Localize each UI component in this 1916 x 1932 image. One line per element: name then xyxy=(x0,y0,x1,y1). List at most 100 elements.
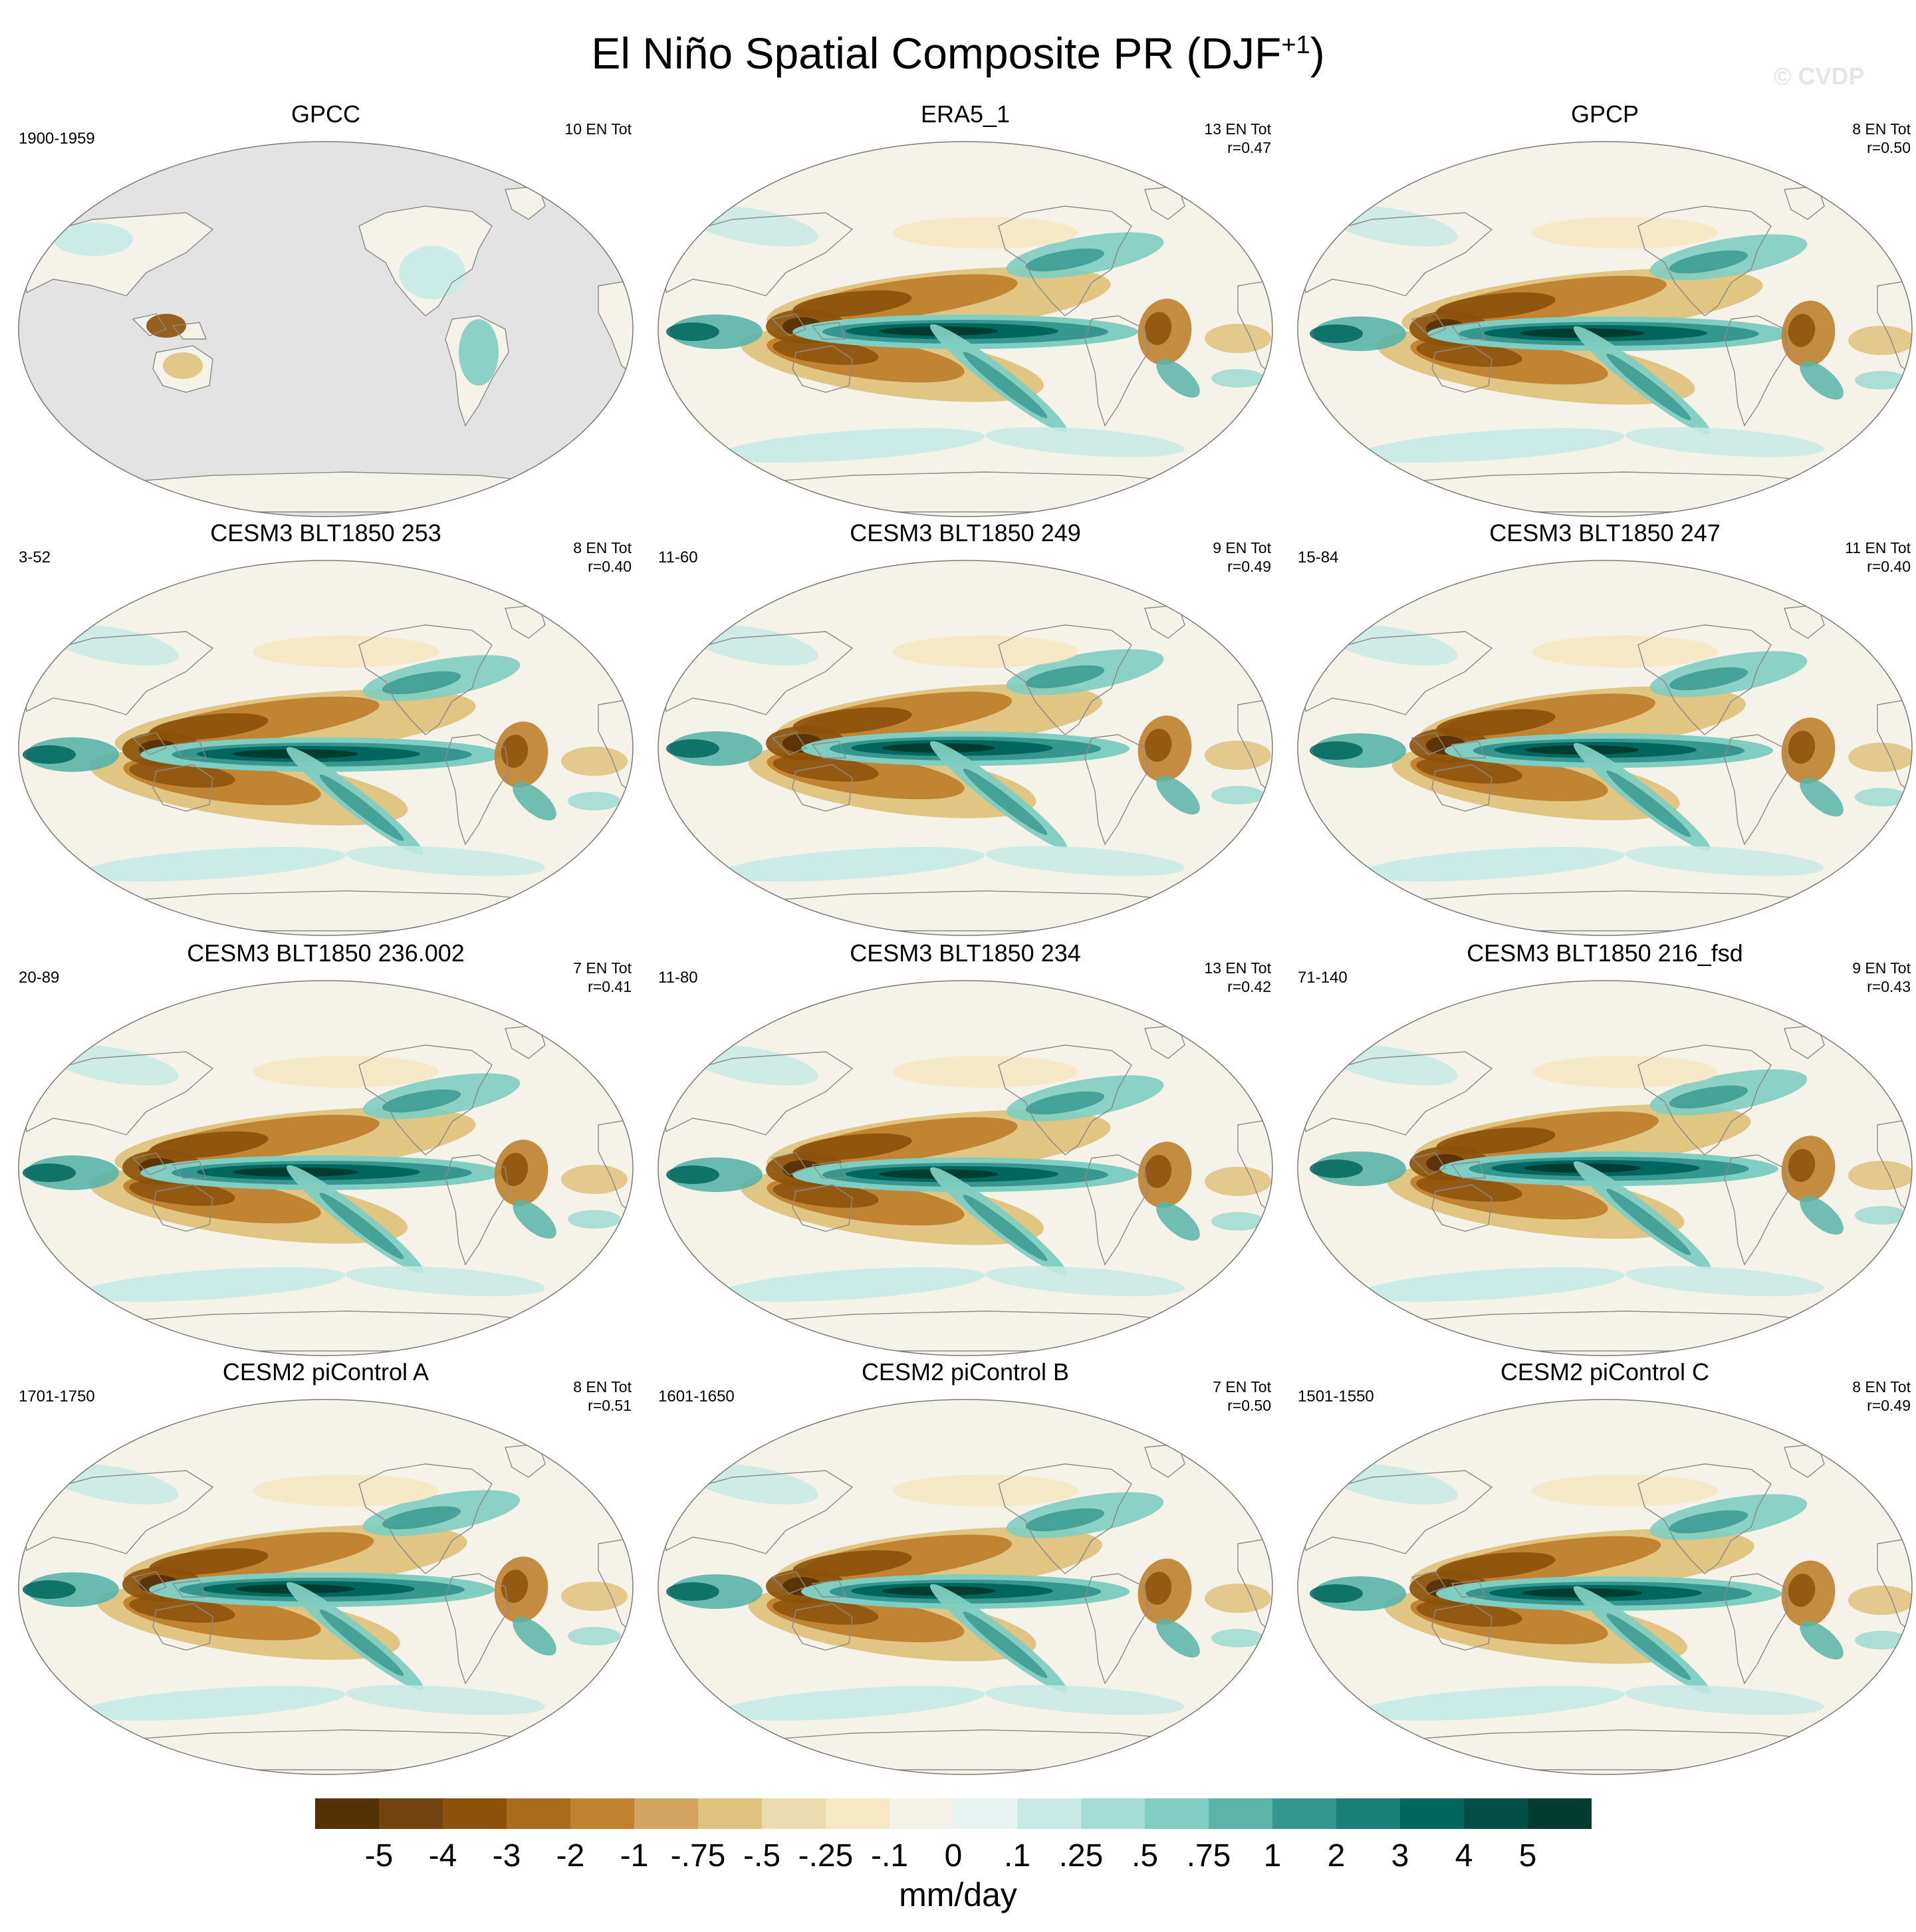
colorbar-segment xyxy=(1017,1798,1082,1829)
anomaly-region xyxy=(1800,777,1844,817)
anomaly-region xyxy=(319,1193,404,1259)
anomaly-region xyxy=(1025,248,1105,272)
anomaly-region xyxy=(985,1685,1185,1715)
panel-title: CESM3 BLT1850 247 xyxy=(1489,519,1721,546)
anomaly-region xyxy=(1359,1267,1625,1302)
colorbar-segment xyxy=(634,1798,699,1829)
panel-stats: 8 EN Tot r=0.51 xyxy=(573,1378,632,1415)
anomaly-region xyxy=(1800,1620,1844,1660)
anomaly-region xyxy=(792,290,912,318)
anomaly-region xyxy=(1436,1552,1556,1580)
anomaly-region xyxy=(1800,360,1844,400)
colorbar-segment xyxy=(443,1798,507,1829)
anomaly-region xyxy=(1025,1091,1105,1115)
map-panel: CESM3 BLT1850 216_fsd 71-140 9 EN Tot r=0.4… xyxy=(1286,939,1916,1358)
anomaly-region xyxy=(1144,1155,1172,1188)
panel-event-count: 8 EN Tot xyxy=(573,1378,632,1395)
panel-period: 15-84 xyxy=(1298,548,1339,566)
panel-title: GPCP xyxy=(1570,100,1639,128)
anomaly-region xyxy=(253,1056,439,1088)
anomaly-region xyxy=(319,1610,404,1676)
anomaly-region xyxy=(1669,250,1748,274)
panel-stats: 9 EN Tot r=0.43 xyxy=(1852,959,1911,996)
anomaly-region xyxy=(773,338,879,365)
colorbar-tick-label: .1 xyxy=(1003,1838,1031,1873)
anomaly-region xyxy=(892,1056,1078,1088)
map-panel: CESM2 piControl B 1601-1650 7 EN Tot r=0.50 xyxy=(646,1358,1284,1776)
anomaly-region xyxy=(1025,1508,1105,1532)
map-panel: ERA5_1 13 EN Tot r=0.47 xyxy=(646,100,1284,519)
anomaly-region xyxy=(149,1548,269,1576)
colorbar-tick-label: .25 xyxy=(1058,1838,1104,1873)
anomaly-region xyxy=(253,636,439,667)
map-boundary xyxy=(658,560,1273,936)
map-panel: CESM3 BLT1850 249 11-60 9 EN Tot r=0.49 xyxy=(646,519,1284,937)
anomaly-region xyxy=(1359,846,1625,882)
anomaly-region xyxy=(892,636,1078,667)
panel-period: 1501-1550 xyxy=(1298,1388,1374,1405)
anomaly-region xyxy=(513,781,556,821)
anomaly-region xyxy=(719,1267,985,1302)
title-superscript: +1 xyxy=(1281,31,1310,59)
anomaly-region xyxy=(346,1685,545,1715)
anomaly-region xyxy=(963,1612,1048,1678)
map-boundary xyxy=(1297,980,1913,1356)
robinson-map xyxy=(658,1399,1273,1775)
panel-event-count: 9 EN Tot xyxy=(1852,959,1911,977)
panel-period: 71-140 xyxy=(1298,969,1348,987)
anomaly-region xyxy=(1855,1631,1908,1649)
cvdp-watermark: © CVDP xyxy=(1774,62,1865,90)
panel-pattern-correlation: r=0.49 xyxy=(1867,1397,1911,1414)
panel-pattern-correlation: r=0.50 xyxy=(1867,139,1911,156)
panel-title: GPCC xyxy=(291,100,360,128)
anomaly-region xyxy=(1848,1586,1912,1615)
map-boundary xyxy=(18,141,634,517)
colorbar-segment xyxy=(698,1798,763,1829)
anomaly-region xyxy=(719,427,985,463)
map-boundary xyxy=(658,980,1273,1356)
panel-stats: 8 EN Tot r=0.49 xyxy=(1852,1378,1911,1415)
anomaly-region xyxy=(1144,729,1172,762)
anomaly-region xyxy=(561,747,628,776)
anomaly-region xyxy=(1416,1600,1522,1627)
robinson-map xyxy=(658,141,1273,517)
anomaly-region xyxy=(1788,314,1816,347)
panel-event-count: 7 EN Tot xyxy=(573,959,632,977)
anomaly-region xyxy=(23,745,76,764)
map-panel: CESM3 BLT1850 253 3-52 8 EN Tot r=0.40 xyxy=(7,519,645,937)
anomaly-region xyxy=(1144,312,1172,345)
colorbar-segment xyxy=(570,1798,635,1829)
colorbar-segment xyxy=(890,1798,954,1829)
ocean-mask xyxy=(19,142,633,517)
panel-pattern-correlation: r=0.42 xyxy=(1227,978,1271,995)
panel-title: ERA5_1 xyxy=(920,100,1011,128)
colorbar-tick-label: .5 xyxy=(1131,1838,1159,1873)
map-panel: CESM3 BLT1850 234 11-80 13 EN Tot r=0.42 xyxy=(646,939,1284,1358)
colorbar-tick-label: 4 xyxy=(1455,1838,1473,1873)
colorbar-tick-label: -2 xyxy=(556,1838,585,1873)
anomaly-region xyxy=(1848,326,1912,355)
anomaly-region xyxy=(792,707,912,735)
anomaly-region xyxy=(892,1475,1078,1507)
anomaly-region xyxy=(1310,741,1363,760)
anomaly-region xyxy=(666,322,719,341)
anomaly-region xyxy=(719,1685,985,1721)
anomaly-region xyxy=(1788,731,1816,764)
panel-title: CESM3 BLT1850 253 xyxy=(210,519,441,546)
panel-stats: 10 EN Tot xyxy=(564,120,632,138)
robinson-map xyxy=(658,560,1273,936)
anomaly-region xyxy=(666,1165,719,1184)
colorbar-tick-label: -5 xyxy=(364,1838,394,1873)
anomaly-region xyxy=(501,1153,529,1186)
anomaly-region xyxy=(1205,1584,1271,1613)
anomaly-region xyxy=(1800,1195,1844,1235)
anomaly-region xyxy=(561,1582,628,1611)
panel-event-count: 10 EN Tot xyxy=(564,120,632,138)
colorbar-tick-label: -1 xyxy=(620,1838,649,1873)
anomaly-region xyxy=(23,1580,76,1599)
panel-period: 20-89 xyxy=(19,969,60,987)
panel-stats: 8 EN Tot r=0.50 xyxy=(1852,120,1911,157)
anomaly-region xyxy=(1436,292,1556,320)
anomaly-region xyxy=(1436,709,1556,737)
panel-title: CESM2 piControl C xyxy=(1500,1358,1710,1386)
